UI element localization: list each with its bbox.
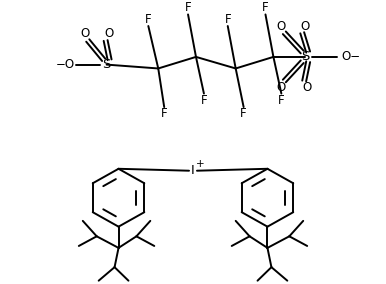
Text: O: O bbox=[301, 20, 310, 33]
Text: F: F bbox=[224, 13, 231, 26]
Text: S: S bbox=[102, 58, 111, 71]
Text: O: O bbox=[104, 27, 113, 40]
Text: F: F bbox=[262, 1, 269, 14]
Text: F: F bbox=[201, 94, 207, 107]
Text: O: O bbox=[80, 27, 90, 40]
Text: −O: −O bbox=[55, 58, 74, 71]
Text: S: S bbox=[301, 50, 309, 63]
Text: I: I bbox=[191, 164, 195, 177]
Text: O: O bbox=[277, 81, 286, 94]
Text: O−: O− bbox=[341, 50, 361, 63]
Text: +: + bbox=[196, 159, 204, 169]
Text: F: F bbox=[185, 1, 191, 14]
Text: O: O bbox=[303, 81, 312, 94]
Text: F: F bbox=[240, 107, 247, 120]
Text: F: F bbox=[161, 107, 168, 120]
Text: O: O bbox=[277, 20, 286, 33]
Text: F: F bbox=[278, 94, 284, 107]
Text: F: F bbox=[145, 13, 152, 26]
